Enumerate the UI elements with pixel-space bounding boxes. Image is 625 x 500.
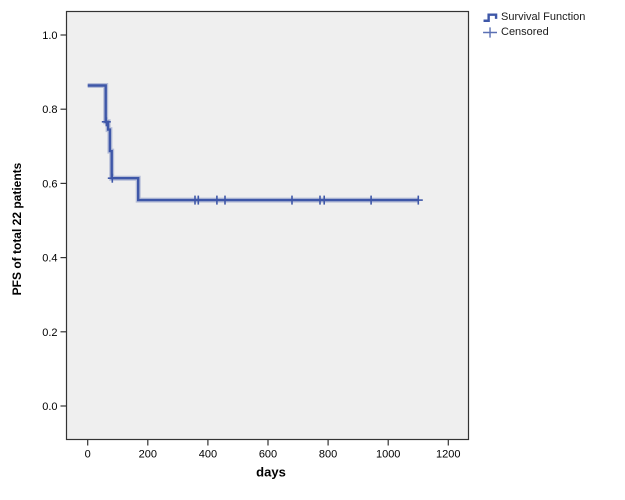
x-tick-label: 800 xyxy=(319,449,337,461)
y-tick-label: 0.0 xyxy=(42,401,57,413)
legend-item-survival-function: Survival Function xyxy=(482,10,585,24)
x-tick-label: 600 xyxy=(259,449,277,461)
y-tick-label: 0.8 xyxy=(42,104,57,116)
y-axis-title: PFS of total 22 patients xyxy=(10,162,24,296)
step-line-icon xyxy=(483,13,498,22)
legend-item-censored: Censored xyxy=(482,25,585,39)
x-axis-title: days xyxy=(256,464,286,480)
y-tick-label: 0.6 xyxy=(42,178,57,190)
x-tick-label: 0 xyxy=(85,449,91,461)
legend: Survival Function Censored xyxy=(482,10,585,40)
survival-curve xyxy=(87,84,419,202)
plus-icon xyxy=(483,26,497,38)
plot-area xyxy=(65,10,470,441)
y-tick-label: 0.4 xyxy=(42,253,57,265)
y-tick-label: 1.0 xyxy=(42,30,57,42)
x-tick-label: 1200 xyxy=(436,449,460,461)
legend-label: Survival Function xyxy=(501,11,586,23)
legend-label: Censored xyxy=(501,26,549,38)
x-tick-label: 400 xyxy=(199,449,217,461)
y-tick-label: 0.2 xyxy=(42,327,57,339)
x-tick-label: 200 xyxy=(139,449,157,461)
x-tick-label: 1000 xyxy=(376,449,400,461)
